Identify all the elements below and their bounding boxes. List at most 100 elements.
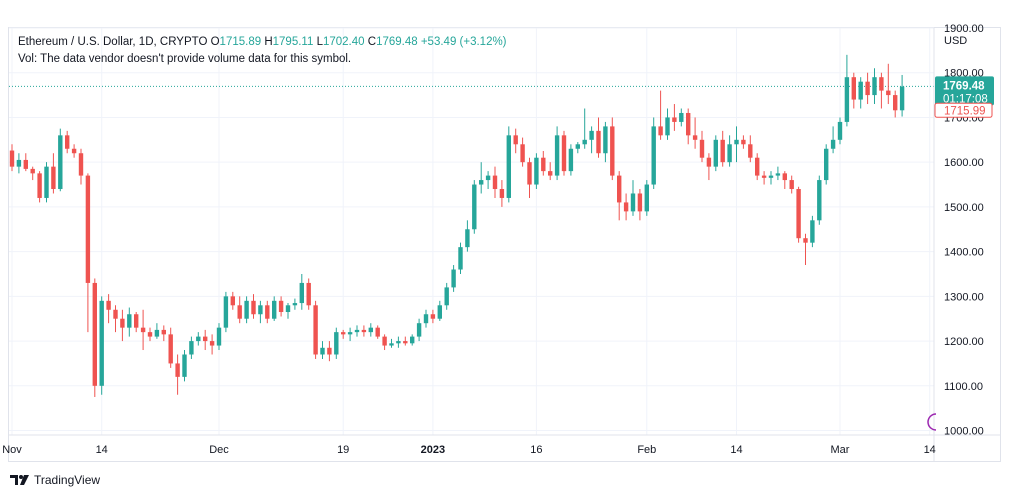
candle (686, 108, 691, 145)
tradingview-logo-icon (10, 475, 29, 485)
candle (410, 334, 415, 346)
candle-body (272, 300, 277, 319)
candle-body (127, 314, 132, 328)
candle (893, 90, 898, 118)
y-tick-label: 1000.00 (944, 426, 984, 438)
candle (817, 175, 822, 225)
candle (782, 171, 787, 190)
ohlc-legend: Ethereum / U.S. Dollar, 1D, CRYPTO O1715… (18, 36, 507, 48)
candle (561, 130, 567, 176)
candle-body (458, 247, 463, 270)
candle (30, 166, 35, 181)
candle (389, 338, 394, 348)
y-tick-label: 1200.00 (944, 336, 984, 348)
candle (865, 72, 870, 105)
candle-body (423, 314, 429, 324)
candle-body (396, 341, 401, 344)
candle (458, 242, 463, 274)
candle (575, 142, 580, 154)
candle-body (541, 157, 546, 172)
candle-body (327, 347, 332, 355)
x-tick-label: 16 (530, 444, 542, 456)
y-tick-label: 1100.00 (944, 381, 983, 393)
candle-body (44, 166, 49, 198)
candle (623, 193, 629, 221)
candle-body (748, 144, 753, 158)
candle-body (306, 282, 311, 306)
symbol-title: Ethereum / U.S. Dollar, 1D, CRYPTO (18, 36, 208, 48)
currency-label: USD (944, 35, 967, 47)
candle (872, 68, 877, 105)
candle-body (617, 175, 622, 203)
candles (9, 54, 905, 397)
candle (341, 329, 346, 339)
candle (465, 220, 470, 252)
candle-body (637, 193, 643, 212)
candle (513, 128, 518, 154)
x-tick-label: 14 (730, 444, 742, 456)
candle (127, 307, 132, 337)
candle (617, 171, 622, 221)
volume-note: Vol: The data vendor doesn't provide vol… (18, 53, 352, 65)
candle (209, 334, 215, 355)
candle-body (755, 157, 760, 176)
candle (534, 153, 539, 190)
tradingview-brand[interactable]: TradingView (10, 473, 100, 487)
low-label: L (316, 36, 323, 48)
candle-body (589, 130, 594, 140)
candle-body (368, 327, 373, 333)
candle (499, 180, 505, 207)
candle-body (665, 117, 670, 136)
candle-body (713, 139, 718, 167)
candle (803, 233, 808, 266)
candle (451, 265, 456, 292)
candle (258, 300, 263, 324)
price-axis[interactable]: 1900.001800.001700.001600.001500.001400.… (944, 23, 984, 438)
candle (140, 309, 146, 351)
candle-body (341, 332, 346, 335)
candle (272, 296, 277, 321)
candle-body (99, 300, 104, 386)
candle-body (630, 193, 636, 212)
high-value: 1795.11 (272, 36, 314, 48)
scroll-to-realtime-icon[interactable] (927, 413, 937, 431)
x-tick-label: Feb (637, 444, 656, 456)
candle (189, 336, 194, 359)
candle-body (23, 159, 28, 169)
candle (485, 171, 491, 190)
candle (713, 135, 718, 172)
candle (630, 180, 636, 216)
candle (203, 329, 208, 351)
candle (65, 130, 70, 154)
candle (761, 171, 767, 185)
candle-body (851, 77, 856, 100)
candle (548, 162, 553, 181)
candle-body (768, 175, 774, 178)
candle (37, 171, 42, 203)
candle-body (596, 130, 601, 154)
candle (71, 144, 77, 158)
candle (320, 341, 325, 359)
candle-body (334, 332, 339, 355)
candle-body (416, 323, 422, 337)
candle-body (430, 314, 436, 319)
candle-body (113, 309, 118, 319)
change-value: +53.49 (+3.12%) (420, 36, 507, 48)
x-tick-label: Mar (831, 444, 850, 456)
candle-body (817, 180, 822, 221)
candle-body (154, 329, 160, 337)
candle-body (548, 171, 553, 176)
candle-body (71, 148, 77, 154)
candle-body (285, 305, 291, 313)
candle-body (727, 144, 732, 163)
candle-body (651, 126, 656, 185)
candle (416, 318, 422, 342)
candle (479, 162, 484, 194)
candle-body (844, 77, 850, 122)
time-axis[interactable]: Nov 14 Dec 19 2023 16 Feb 14 Mar 14 (2, 444, 936, 456)
candle-body (472, 184, 477, 230)
brand-name: TradingView (34, 473, 101, 487)
x-tick-label: 14 (96, 444, 108, 456)
candle (154, 323, 160, 339)
